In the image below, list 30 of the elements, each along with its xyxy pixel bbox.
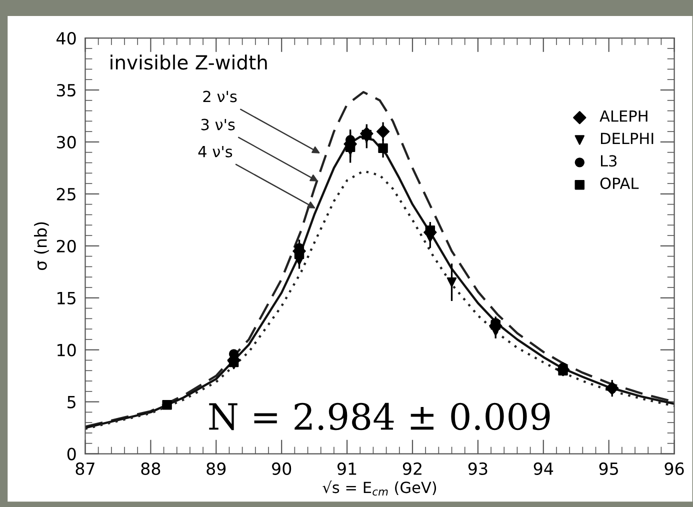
y-tick-label: 40 <box>56 32 76 45</box>
y-tick-label: 0 <box>67 448 76 460</box>
annotation: 4 ν's <box>198 146 232 158</box>
annotation: 3 ν's <box>201 118 235 130</box>
x-tick-label: 95 <box>599 462 618 475</box>
annotation: N = 2.984 ± 0.009 <box>209 402 550 430</box>
x-tick-label: 91 <box>337 462 356 475</box>
legend-label: DELPHI <box>601 132 654 144</box>
annotation: 2 ν's <box>203 90 237 102</box>
x-axis-title: √s = E$_{cm}$ (GeV) <box>322 480 436 496</box>
legend-label: ALEPH <box>600 110 648 122</box>
annotation: invisible Z-width <box>110 54 267 70</box>
y-tick-label: 35 <box>56 84 76 97</box>
legend-label: OPAL <box>600 178 639 190</box>
y-axis-title: σ (nb) <box>34 222 49 270</box>
x-tick-label: 88 <box>141 462 160 475</box>
legend-label: L3 <box>601 155 617 167</box>
x-tick-label: 89 <box>206 462 226 475</box>
x-tick-label: 90 <box>272 462 292 475</box>
x-tick-label: 96 <box>664 462 684 475</box>
y-tick-label: 25 <box>56 188 76 200</box>
y-tick-label: 10 <box>58 344 76 356</box>
y-tick-label: 15 <box>58 292 76 304</box>
x-tick-label: 93 <box>468 462 488 475</box>
x-tick-label: 87 <box>76 462 94 475</box>
x-tick-label: 92 <box>402 462 422 475</box>
y-tick-label: 5 <box>68 396 76 408</box>
y-tick-label: 20 <box>56 240 76 252</box>
y-tick-label: 30 <box>56 136 76 149</box>
x-tick-label: 94 <box>534 462 554 475</box>
